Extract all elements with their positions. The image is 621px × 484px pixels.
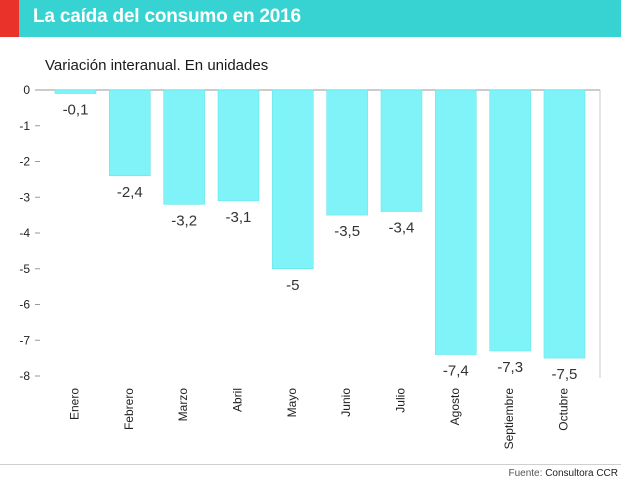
x-category-label: Enero (68, 388, 82, 420)
bar (109, 89, 151, 177)
y-tick-label: -3 (19, 190, 30, 204)
x-category-label: Mayo (285, 388, 299, 418)
x-category-label: Marzo (176, 388, 190, 422)
y-tick-label: 0 (23, 83, 30, 97)
bar-value-label: -7,4 (443, 363, 469, 380)
bar-chart: 0 -1 -2 -3 -4 -5 -6 -7 -8 -0,1 Enero -2,4 Febrero -3,… (19, 83, 601, 450)
bar-value-label: -2,4 (117, 184, 143, 201)
x-category-label: Junio (339, 388, 353, 417)
y-tick-label: -1 (19, 119, 30, 133)
bar-value-label: -3,5 (334, 223, 360, 240)
y-tick-label: -5 (19, 262, 30, 276)
bar-value-label: -5 (286, 277, 299, 294)
source-note: Fuente: Consultora CCR (508, 468, 618, 479)
bar (543, 89, 586, 359)
x-category-label: Octubre (556, 388, 570, 431)
x-category-label: Febrero (122, 388, 136, 430)
x-category-label: Julio (393, 388, 407, 413)
source-label: Fuente: (508, 468, 543, 479)
footer-divider (0, 464, 621, 465)
bar (163, 89, 205, 205)
bar-value-label: -7,5 (552, 366, 578, 383)
source-name: Consultora CCR (545, 468, 618, 479)
y-tick-label: -8 (19, 369, 30, 383)
bar (489, 89, 531, 352)
x-category-label: Abril (230, 388, 244, 412)
bar (272, 89, 314, 269)
bar (380, 89, 423, 212)
bar-value-label: -3,1 (226, 209, 252, 226)
bar (326, 89, 368, 216)
x-category-label: Septiembre (502, 388, 516, 450)
page-title: La caída del consumo en 2016 (33, 6, 301, 27)
y-tick-label: -4 (19, 226, 30, 240)
bar (54, 89, 97, 94)
bar (435, 89, 477, 355)
bar-value-label: -0,1 (63, 102, 89, 119)
x-category-label: Agosto (448, 388, 462, 426)
bar-value-label: -3,2 (171, 212, 197, 229)
bar-value-label: -7,3 (497, 359, 523, 376)
chart-title: Variación interanual. En unidades (45, 57, 269, 74)
bar-value-label: -3,4 (389, 220, 415, 237)
header-accent (0, 0, 19, 37)
y-tick-label: -6 (19, 298, 30, 312)
y-tick-label: -2 (19, 155, 30, 169)
y-tick-label: -7 (19, 333, 30, 347)
bar (217, 89, 260, 202)
header-bar (0, 0, 621, 37)
